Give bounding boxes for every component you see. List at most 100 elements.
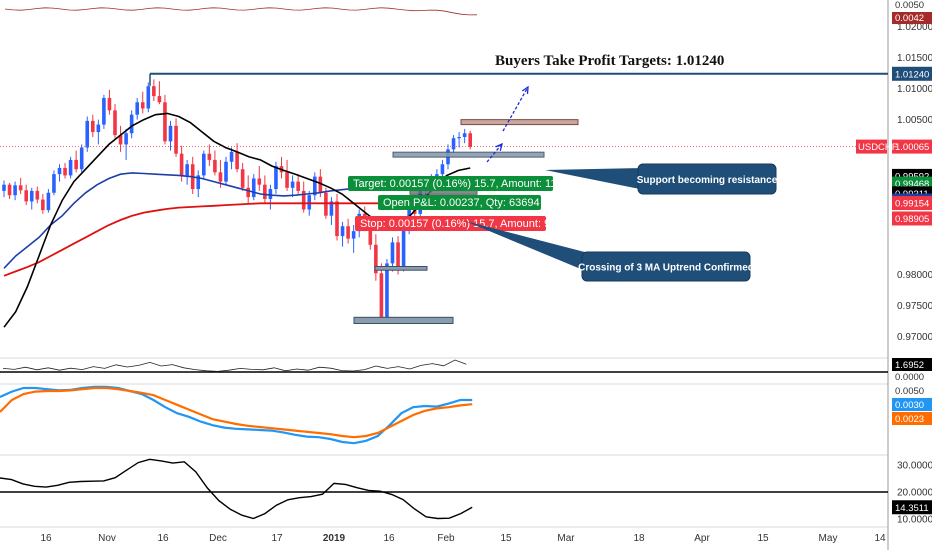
time-tick-label: Apr xyxy=(694,533,710,544)
candle-body xyxy=(207,153,212,160)
candle-body xyxy=(351,231,356,239)
top-indicator-pane xyxy=(4,7,478,16)
adx-badge: 14.3511 xyxy=(895,503,929,514)
price-label-bg xyxy=(892,196,932,211)
candle-body xyxy=(202,153,206,176)
time-tick-label: 15 xyxy=(500,533,512,544)
candle-body xyxy=(2,184,6,191)
time-tick-label: 18 xyxy=(633,533,645,544)
time-tick-label: 17 xyxy=(271,533,283,544)
candle-body xyxy=(135,102,139,115)
candle-body xyxy=(296,181,300,191)
adx-line xyxy=(0,458,473,520)
candle-body xyxy=(318,176,323,193)
candle-body xyxy=(63,167,67,176)
price-label-bg xyxy=(892,66,932,81)
osc-badge: 1.6952 xyxy=(895,360,924,371)
macd-badge: 0.0023 xyxy=(895,414,924,425)
macd-badge-bg xyxy=(892,412,932,425)
candle-body xyxy=(263,184,267,199)
candle-body xyxy=(385,263,389,318)
price-tick-label: 1.01500 xyxy=(897,53,932,64)
candle-body xyxy=(301,190,306,210)
time-tick-label: 16 xyxy=(40,533,52,544)
candle-body xyxy=(113,110,117,136)
macd-pane xyxy=(0,385,473,445)
candle-body xyxy=(118,135,123,145)
arrow-to-profit-level-head xyxy=(521,85,529,95)
top-pane-badge-bg xyxy=(892,12,932,24)
time-axis[interactable]: 16 Nov 16 Dec 17 2019 16 Feb 15 Mar 18 Apr 15 May 14 xyxy=(40,533,886,544)
candle-body xyxy=(107,97,112,111)
price-tick-label: 0.98000 xyxy=(897,270,932,281)
candle-body xyxy=(240,169,245,188)
time-tick-label: 15 xyxy=(757,533,769,544)
top-pane-line xyxy=(4,7,478,16)
open-pnl-label: Open P&L: 0.00237, Qty: 63694 xyxy=(383,197,540,209)
candle-body xyxy=(157,96,162,103)
candle-body xyxy=(24,190,28,202)
candle-body xyxy=(85,120,90,148)
candle-body xyxy=(18,185,23,191)
candle-body xyxy=(68,159,73,176)
candle-body xyxy=(7,184,12,196)
candle-body xyxy=(307,195,312,210)
oscillator-pane xyxy=(0,359,888,373)
candle-body xyxy=(102,97,106,125)
candle-body xyxy=(29,190,34,202)
stop-label: Stop: 0.00157 (0.16%) 15.7, Amount: 900 xyxy=(360,218,562,230)
candle-body xyxy=(440,164,445,175)
candle-body xyxy=(396,242,400,269)
candle-body xyxy=(185,164,189,176)
arrow-to-target xyxy=(486,143,503,163)
candle-body xyxy=(13,185,17,196)
candle-body xyxy=(285,172,289,188)
osc-line xyxy=(2,359,467,372)
candle-body xyxy=(168,125,173,142)
symbol-tag: USDCHF xyxy=(858,142,898,153)
candle-body xyxy=(224,161,228,182)
price-tick-label: 1.01000 xyxy=(897,84,932,95)
candle-body xyxy=(457,136,461,139)
osc-badge-bg xyxy=(892,358,932,371)
candle-body xyxy=(96,124,101,133)
candle-body xyxy=(451,138,456,150)
price-label: 0.99468 xyxy=(895,179,929,190)
target-zone-box xyxy=(460,119,579,126)
candle-body xyxy=(41,199,45,211)
price-tick-label: 1.00500 xyxy=(897,115,932,126)
arrow-to-profit-level xyxy=(502,86,529,132)
candle-body xyxy=(57,167,62,175)
support-callout-box xyxy=(637,163,777,195)
price-label: 1.01240 xyxy=(895,69,929,80)
candle-body xyxy=(324,192,328,216)
adx-pane xyxy=(0,458,888,520)
macd-badge: 0.0030 xyxy=(895,400,924,411)
candle-body xyxy=(468,133,472,147)
candle-body xyxy=(274,166,278,190)
candle-body xyxy=(46,192,51,211)
candle-body xyxy=(368,228,373,245)
adx-badge-bg xyxy=(892,500,932,515)
time-tick-label: Dec xyxy=(209,533,227,544)
candle-body xyxy=(335,201,339,237)
signal-line xyxy=(0,386,473,439)
open-pnl-label-bg xyxy=(378,195,541,210)
price-axis[interactable]: 1.02000 1.01500 1.01000 1.00500 0.98000 0.975… xyxy=(856,0,932,526)
price-label: 1.00065 xyxy=(895,142,929,153)
candle-body xyxy=(163,102,167,142)
candle-body xyxy=(79,147,84,170)
top-pane-axis-label: 0.0042 xyxy=(895,13,924,24)
candle-body xyxy=(74,159,78,170)
support-callout-pointer xyxy=(545,168,645,190)
price-label: 0.99154 xyxy=(895,199,929,210)
time-tick-label: Mar xyxy=(557,533,575,544)
candle-body xyxy=(313,176,317,196)
candle-body xyxy=(290,181,295,188)
stop-label-bg xyxy=(355,216,546,231)
price-tick-label: 1.02000 xyxy=(897,22,932,33)
candle-body xyxy=(257,178,262,185)
time-tick-label: 14 xyxy=(874,533,886,544)
